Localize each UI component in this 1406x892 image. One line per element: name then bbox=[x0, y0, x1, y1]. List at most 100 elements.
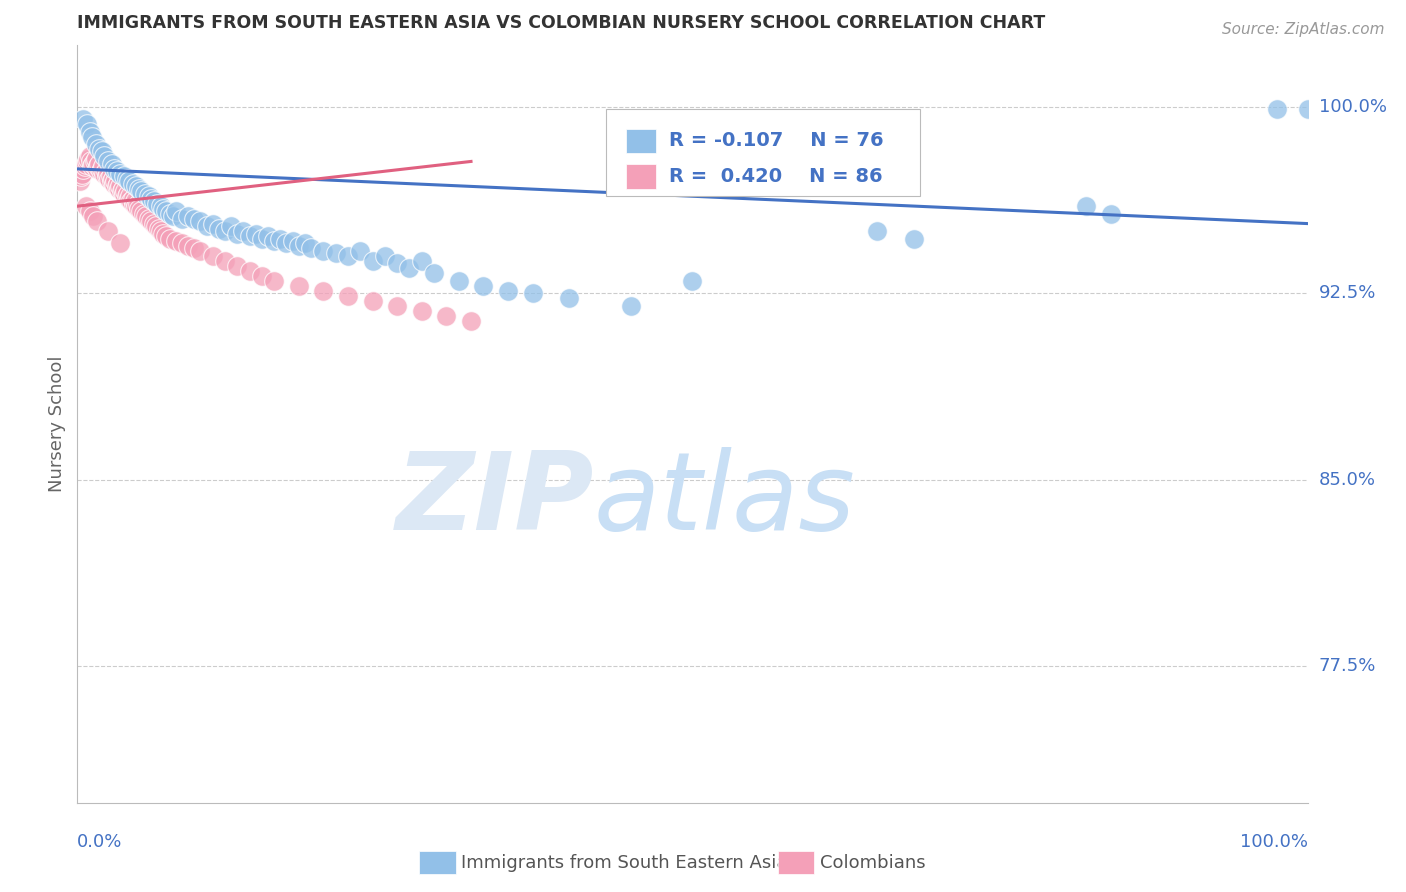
Point bbox=[79, 204, 101, 219]
Point bbox=[82, 129, 104, 144]
Point bbox=[361, 293, 384, 308]
Point bbox=[89, 157, 111, 171]
Point bbox=[97, 167, 120, 181]
Point bbox=[87, 160, 110, 174]
Point bbox=[115, 171, 138, 186]
Point bbox=[312, 244, 335, 258]
Point bbox=[183, 211, 205, 226]
Point bbox=[150, 224, 173, 238]
Point bbox=[398, 261, 420, 276]
Point bbox=[239, 229, 262, 244]
Point bbox=[124, 194, 146, 209]
Point bbox=[72, 112, 94, 127]
Point bbox=[82, 160, 104, 174]
Text: R = -0.107    N = 76: R = -0.107 N = 76 bbox=[669, 131, 884, 150]
Point bbox=[142, 217, 165, 231]
Text: 92.5%: 92.5% bbox=[1319, 285, 1376, 302]
Point bbox=[195, 219, 218, 233]
Point bbox=[496, 284, 519, 298]
Point bbox=[361, 253, 384, 268]
Point bbox=[98, 171, 121, 186]
Point bbox=[70, 169, 93, 184]
Text: IMMIGRANTS FROM SOUTH EASTERN ASIA VS COLOMBIAN NURSERY SCHOOL CORRELATION CHART: IMMIGRANTS FROM SOUTH EASTERN ASIA VS CO… bbox=[77, 14, 1046, 32]
Point bbox=[111, 182, 134, 196]
Point bbox=[281, 234, 304, 248]
Point bbox=[82, 157, 104, 171]
Point bbox=[312, 284, 335, 298]
Point bbox=[276, 236, 298, 251]
Point bbox=[1099, 207, 1122, 221]
Point bbox=[145, 219, 167, 233]
Point bbox=[103, 177, 125, 191]
Point bbox=[411, 253, 433, 268]
Point bbox=[97, 154, 120, 169]
FancyBboxPatch shape bbox=[626, 164, 655, 189]
Point bbox=[129, 184, 153, 198]
Point bbox=[76, 154, 98, 169]
Point bbox=[436, 309, 458, 323]
Point bbox=[245, 227, 267, 241]
Point bbox=[84, 136, 107, 151]
Point bbox=[299, 242, 322, 256]
Text: Source: ZipAtlas.com: Source: ZipAtlas.com bbox=[1222, 22, 1385, 37]
Point bbox=[385, 256, 409, 270]
Point bbox=[75, 157, 97, 171]
Point bbox=[94, 164, 117, 178]
Text: R =  0.420    N = 86: R = 0.420 N = 86 bbox=[669, 167, 883, 186]
Point bbox=[165, 234, 187, 248]
Point bbox=[84, 152, 107, 166]
Text: 100.0%: 100.0% bbox=[1319, 98, 1386, 116]
Point bbox=[104, 174, 127, 188]
Point bbox=[177, 239, 200, 253]
Point bbox=[135, 209, 157, 223]
Point bbox=[111, 184, 132, 198]
Point bbox=[90, 164, 112, 178]
Point bbox=[447, 274, 470, 288]
Point bbox=[423, 266, 446, 280]
Point bbox=[288, 239, 311, 253]
Point bbox=[86, 161, 108, 176]
Point bbox=[128, 182, 150, 196]
Point bbox=[214, 253, 236, 268]
Point bbox=[128, 202, 150, 216]
Point bbox=[152, 202, 174, 216]
FancyBboxPatch shape bbox=[606, 109, 920, 196]
Point bbox=[138, 189, 160, 203]
Text: 100.0%: 100.0% bbox=[1240, 833, 1308, 851]
Point bbox=[1076, 199, 1098, 213]
Text: 85.0%: 85.0% bbox=[1319, 471, 1375, 489]
Point bbox=[77, 152, 100, 166]
Point bbox=[1296, 102, 1319, 116]
Point bbox=[83, 154, 105, 169]
Point bbox=[165, 204, 187, 219]
Point bbox=[110, 179, 132, 194]
Point bbox=[105, 164, 128, 178]
Point bbox=[93, 167, 115, 181]
Point bbox=[96, 169, 118, 184]
Point bbox=[118, 174, 141, 188]
Point bbox=[132, 207, 155, 221]
Point bbox=[257, 229, 280, 244]
Point bbox=[114, 184, 136, 198]
Point bbox=[325, 246, 347, 260]
Point bbox=[69, 174, 91, 188]
Point bbox=[110, 236, 132, 251]
Point bbox=[177, 209, 200, 223]
Point bbox=[73, 160, 96, 174]
Point bbox=[263, 274, 285, 288]
Point bbox=[385, 299, 409, 313]
Point bbox=[159, 231, 181, 245]
Point bbox=[79, 149, 101, 163]
Point bbox=[148, 221, 170, 235]
Point bbox=[100, 169, 122, 184]
Point bbox=[138, 211, 160, 226]
Point bbox=[97, 224, 120, 238]
Point bbox=[239, 264, 262, 278]
Point bbox=[105, 179, 128, 194]
Point bbox=[118, 192, 141, 206]
Point bbox=[170, 236, 193, 251]
Point bbox=[141, 214, 163, 228]
Point bbox=[101, 171, 124, 186]
Point bbox=[250, 231, 273, 245]
Point bbox=[90, 145, 114, 159]
